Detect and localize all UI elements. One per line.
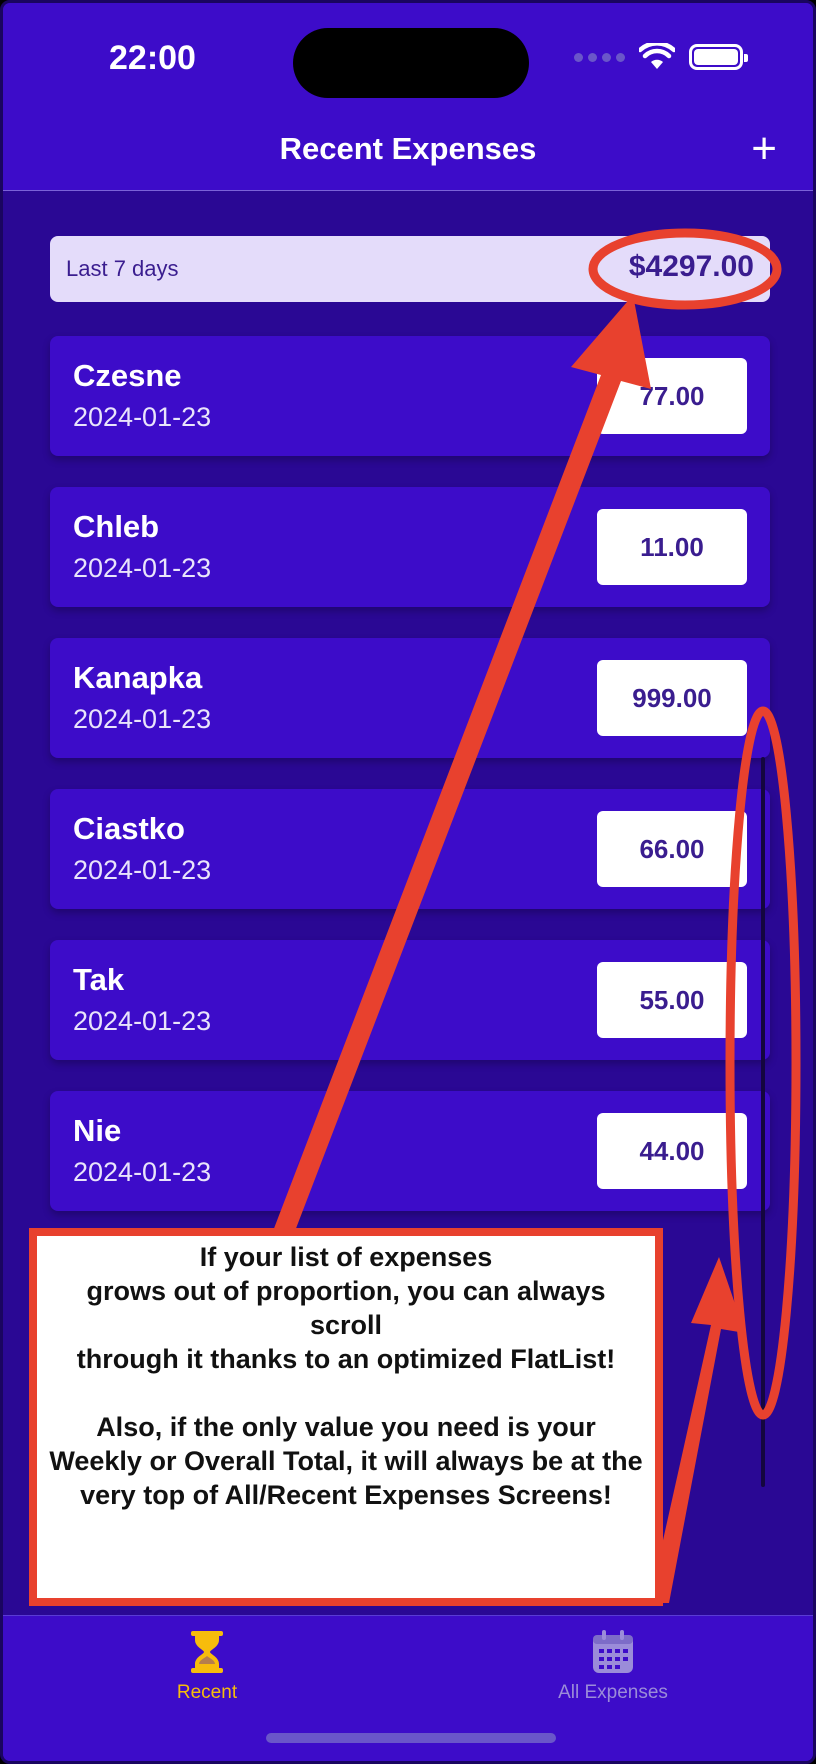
expense-description: Nie	[73, 1113, 122, 1148]
expense-item[interactable]: Ciastko 2024-01-23 66.00	[50, 789, 770, 909]
expense-item[interactable]: Tak 2024-01-23 55.00	[50, 940, 770, 1060]
expense-amount: 55.00	[639, 984, 705, 1015]
battery-icon	[689, 44, 748, 70]
expense-date: 2024-01-23	[73, 855, 212, 885]
expenses-summary: Last 7 days $4297.00	[50, 236, 770, 302]
expense-amount: 44.00	[639, 1135, 705, 1166]
status-bar: 22:00	[3, 3, 813, 123]
status-icons	[574, 43, 748, 71]
expense-amount-box: 11.00	[597, 509, 747, 585]
expense-date: 2024-01-23	[73, 704, 212, 734]
expense-item[interactable]: Czesne 2024-01-23 77.00	[50, 336, 770, 456]
wifi-icon	[639, 43, 675, 69]
expense-date: 2024-01-23	[73, 1006, 212, 1036]
expense-item[interactable]: Chleb 2024-01-23 11.00	[50, 487, 770, 607]
add-expense-button[interactable]: +	[751, 124, 777, 173]
expense-date: 2024-01-23	[73, 402, 212, 432]
tab-recent[interactable]: Recent	[107, 1630, 307, 1704]
cellular-signal-icon	[574, 52, 625, 62]
tab-all-expenses-label: All Expenses	[558, 1682, 668, 1703]
status-time: 22:00	[109, 39, 196, 77]
expense-amount: 77.00	[639, 380, 705, 411]
hourglass-icon	[191, 1631, 223, 1673]
expense-amount: 66.00	[639, 833, 705, 864]
summary-total: $4297.00	[628, 250, 754, 283]
expense-amount-box: 44.00	[597, 1113, 747, 1189]
page-title: Recent Expenses	[279, 131, 537, 166]
expense-date: 2024-01-23	[73, 1157, 212, 1187]
expense-description: Tak	[73, 962, 125, 997]
navigation-header: Recent Expenses +	[3, 123, 813, 191]
summary-period: Last 7 days	[66, 256, 179, 281]
annotation-callout: If your list of expenses grows out of pr…	[29, 1228, 663, 1606]
home-indicator[interactable]	[266, 1733, 556, 1743]
expense-amount-box: 55.00	[597, 962, 747, 1038]
expense-description: Kanapka	[73, 660, 203, 695]
expense-description: Czesne	[73, 358, 182, 393]
expense-amount-box: 77.00	[597, 358, 747, 434]
expense-item[interactable]: Kanapka 2024-01-23 999.00	[50, 638, 770, 758]
expense-amount: 11.00	[640, 531, 704, 562]
expense-item[interactable]: Nie 2024-01-23 44.00	[50, 1091, 770, 1211]
dynamic-island	[293, 28, 529, 98]
expense-description: Chleb	[73, 509, 160, 544]
expense-amount-box: 999.00	[597, 660, 747, 736]
tab-recent-label: Recent	[176, 1682, 238, 1703]
list-scrollbar[interactable]	[761, 757, 765, 1487]
expense-description: Ciastko	[73, 811, 185, 846]
tab-all-expenses[interactable]: All Expenses	[513, 1630, 713, 1704]
expense-amount-box: 66.00	[597, 811, 747, 887]
expense-amount: 999.00	[632, 682, 712, 713]
calendar-icon	[593, 1630, 633, 1673]
expense-date: 2024-01-23	[73, 553, 212, 583]
